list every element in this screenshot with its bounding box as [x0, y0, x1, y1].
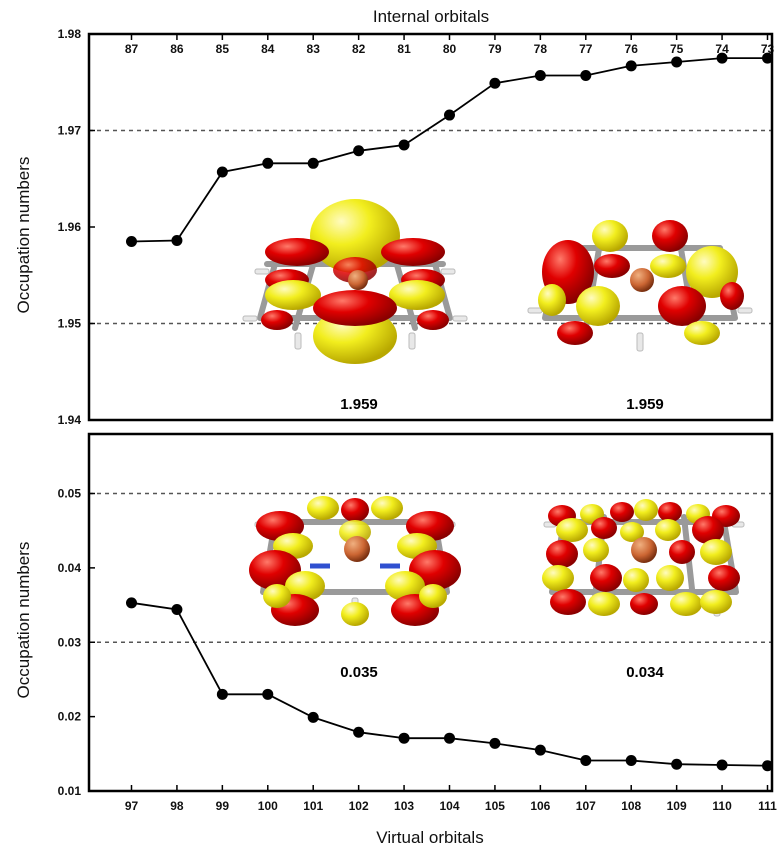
bottom-x-tick-label-1: 98	[170, 799, 184, 813]
top-x-tick-label-12: 75	[670, 42, 684, 56]
bottom-data-point-6	[398, 732, 410, 744]
top-x-tick-label-4: 83	[307, 42, 321, 56]
bottom-x-axis-title: Virtual orbitals	[376, 828, 483, 847]
bottom-data-point-4	[307, 711, 319, 723]
bottom-x-tick-label-6: 103	[394, 799, 414, 813]
bottom-y-tick-label-1: 0.02	[58, 710, 82, 724]
bottom-x-tick-label-4: 101	[303, 799, 323, 813]
bottom-y-tick-label-0: 0.01	[58, 784, 82, 798]
bottom-data-point-3	[262, 688, 274, 700]
bottom-right-orbital-value: 0.034	[626, 664, 664, 681]
bottom-data-point-5	[353, 726, 365, 738]
orbital-image-right-top	[527, 220, 753, 352]
bottom-x-tick-label-3: 100	[258, 799, 278, 813]
top-x-tick-label-13: 74	[715, 42, 729, 56]
virtual-orbitals-panel: Virtual orbitals Occupation numbers 0.01…	[14, 432, 777, 847]
bottom-data-point-8	[489, 737, 501, 749]
bottom-y-tick-label-4: 0.05	[58, 487, 82, 501]
top-data-point-4	[307, 157, 319, 169]
top-x-tick-label-11: 76	[625, 42, 639, 56]
orbital-image-right-bottom	[542, 499, 745, 617]
top-right-orbital-value: 1.959	[626, 396, 664, 413]
bottom-data-point-11	[625, 755, 637, 767]
bottom-y-axis-title: Occupation numbers	[14, 542, 33, 699]
bottom-data-point-14	[762, 760, 773, 772]
bottom-data-point-13	[716, 759, 728, 771]
bottom-x-tick-label-8: 105	[485, 799, 505, 813]
bottom-data-point-12	[671, 758, 683, 770]
top-data-point-7	[444, 109, 455, 121]
top-series-line	[131, 57, 768, 243]
top-x-tick-label-1: 86	[170, 42, 184, 56]
top-data-point-0	[126, 235, 137, 247]
top-data-point-1	[171, 235, 183, 247]
top-left-orbital-value: 1.959	[340, 396, 378, 413]
top-x-axis-title: Internal orbitals	[373, 7, 489, 26]
bottom-x-tick-label-5: 102	[349, 799, 369, 813]
orbital-image-left-bottom	[249, 496, 461, 626]
bottom-x-tick-label-13: 110	[712, 799, 732, 813]
top-data-point-2	[216, 166, 228, 178]
bottom-y-tick-label-2: 0.03	[58, 635, 82, 649]
top-x-tick-label-5: 82	[352, 42, 366, 56]
orbital-image-left-top	[242, 199, 468, 364]
top-data-point-9	[534, 69, 546, 81]
bottom-data-point-9	[534, 744, 546, 756]
top-x-tick-label-3: 84	[261, 42, 275, 56]
bottom-x-tick-label-11: 108	[621, 799, 641, 813]
top-x-tick-label-0: 87	[125, 42, 139, 56]
top-y-tick-label-1: 1.95	[58, 317, 82, 331]
top-x-tick-label-8: 79	[488, 42, 502, 56]
top-x-tick-label-10: 77	[579, 42, 593, 56]
bottom-x-tick-label-2: 99	[216, 799, 230, 813]
bottom-x-tick-label-14: 111	[758, 799, 777, 813]
internal-orbitals-panel: Internal orbitals Occupation numbers 1.9…	[14, 7, 774, 427]
bottom-left-orbital-value: 0.035	[340, 664, 378, 681]
bottom-x-tick-label-12: 109	[667, 799, 687, 813]
bottom-data-point-10	[580, 755, 592, 767]
bottom-data-point-0	[126, 597, 137, 609]
bottom-y-tick-label-3: 0.04	[58, 561, 82, 575]
top-data-point-8	[489, 77, 501, 89]
top-x-tick-label-9: 78	[534, 42, 548, 56]
top-data-point-13	[716, 52, 728, 64]
bottom-data-point-2	[216, 688, 228, 700]
bottom-x-tick-label-0: 97	[125, 799, 139, 813]
top-plot-frame	[87, 32, 774, 422]
top-data-point-14	[762, 52, 773, 64]
top-y-axis-title: Occupation numbers	[14, 157, 33, 314]
top-y-tick-label-4: 1.98	[58, 27, 82, 41]
top-y-tick-label-3: 1.97	[58, 124, 82, 138]
top-data-point-12	[671, 56, 683, 68]
top-data-point-3	[262, 157, 274, 169]
bottom-data-point-1	[171, 604, 183, 616]
top-data-point-11	[625, 60, 637, 72]
top-data-point-5	[353, 145, 365, 157]
top-x-tick-label-6: 81	[397, 42, 411, 56]
top-data-point-10	[580, 69, 592, 81]
top-y-tick-label-0: 1.94	[58, 413, 82, 427]
top-x-tick-label-2: 85	[216, 42, 230, 56]
bottom-data-point-7	[444, 732, 455, 744]
bottom-x-tick-label-9: 106	[530, 799, 550, 813]
bottom-x-tick-label-7: 104	[439, 799, 459, 813]
bottom-plot-frame	[87, 432, 774, 793]
bottom-x-tick-label-10: 107	[576, 799, 596, 813]
top-y-tick-label-2: 1.96	[58, 220, 82, 234]
top-data-point-6	[398, 139, 410, 151]
top-x-tick-label-7: 80	[443, 42, 457, 56]
